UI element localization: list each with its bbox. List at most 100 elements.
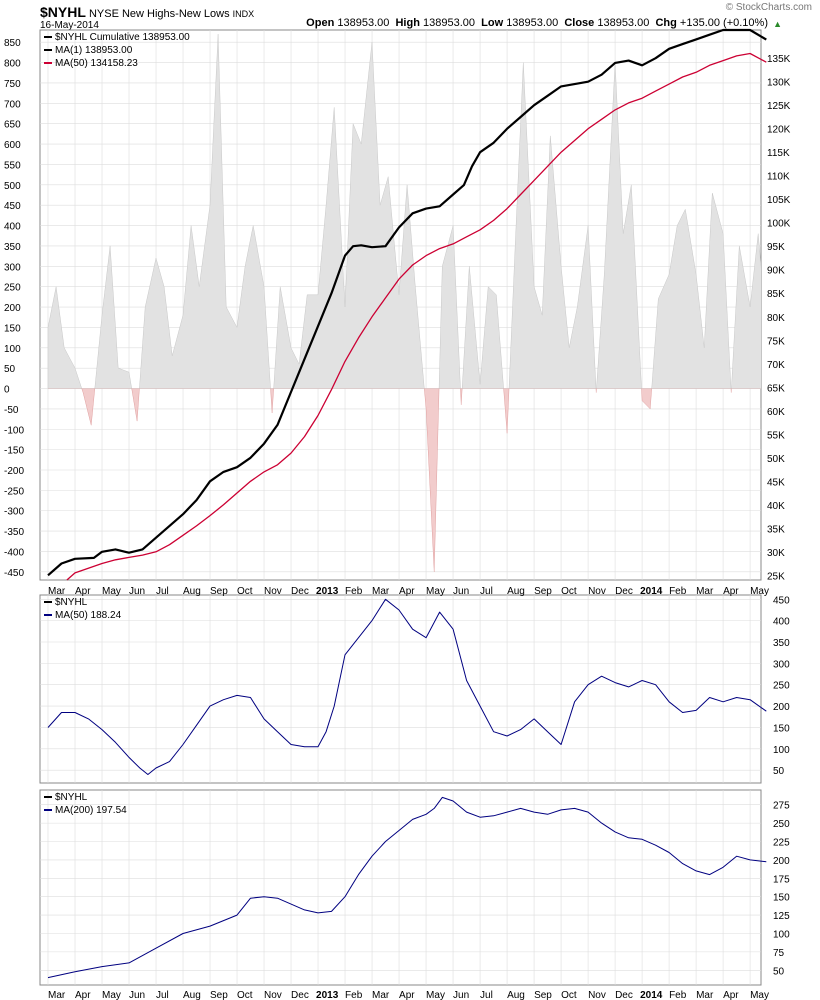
x-axis-tick-label: May	[750, 586, 769, 597]
ma50-blue-line	[47, 598, 767, 775]
x-axis-tick-label-bottom: 2014	[640, 990, 663, 1000]
middle-axis-tick-label: 150	[773, 723, 790, 734]
x-axis-tick-label: Dec	[291, 586, 309, 597]
right-axis-tick-label: 85K	[767, 289, 785, 300]
chart-date: 16-May-2014	[40, 20, 99, 31]
x-axis-tick-label: Feb	[669, 586, 687, 597]
x-axis-tick-label: Sep	[210, 586, 228, 597]
ticker-symbol: $NYHL	[40, 4, 86, 20]
x-axis-tick-label-bottom: May	[102, 990, 121, 1000]
right-axis-tick-label: 40K	[767, 501, 785, 512]
x-axis-tick-label-bottom: Sep	[534, 990, 552, 1000]
x-axis-tick-label: May	[102, 586, 121, 597]
low-label: Low	[481, 17, 504, 29]
x-axis-tick-label: 2013	[316, 586, 339, 597]
x-axis-tick-label-bottom: May	[750, 990, 769, 1000]
x-axis-tick-label: Jun	[453, 586, 469, 597]
bottom-axis-tick-label: 125	[773, 911, 790, 922]
right-axis-tick-label: 100K	[767, 219, 791, 230]
x-axis-tick-label-bottom: Jul	[156, 990, 169, 1000]
x-axis-tick-label: Jun	[129, 586, 145, 597]
middle-axis-tick-label: 50	[773, 766, 785, 777]
close-value: 138953.00	[597, 17, 650, 29]
x-axis-tick-label: Jul	[480, 586, 493, 597]
bottom-axis-tick-label: 150	[773, 893, 790, 904]
x-axis-tick-label-bottom: Apr	[75, 990, 91, 1000]
x-axis-tick-label-bottom: Feb	[345, 990, 363, 1000]
left-axis-tick-label: -150	[4, 446, 24, 457]
bottom-axis-tick-label: 225	[773, 838, 790, 849]
left-axis-tick-label: 850	[4, 38, 21, 49]
left-axis-tick-label: 800	[4, 59, 21, 70]
close-label: Close	[564, 17, 595, 29]
x-axis-tick-label-bottom: Dec	[615, 990, 633, 1000]
right-axis-tick-label: 45K	[767, 477, 785, 488]
x-axis-tick-label: Mar	[48, 586, 66, 597]
high-label: High	[395, 17, 420, 29]
left-axis-tick-label: 600	[4, 140, 21, 151]
left-axis-tick-label: 700	[4, 99, 21, 110]
right-axis-tick-label: 25K	[767, 571, 785, 582]
x-axis-tick-label: Sep	[534, 586, 552, 597]
left-axis-tick-label: 100	[4, 344, 21, 355]
right-axis-tick-label: 50K	[767, 454, 785, 465]
x-axis-tick-label: 2014	[640, 586, 663, 597]
legend-entry: $NYHL	[55, 792, 88, 803]
bottom-axis-tick-label: 175	[773, 874, 790, 885]
bottom-axis-tick-label: 250	[773, 819, 790, 830]
ma200-line	[47, 796, 767, 979]
x-axis-tick-label-bottom: 2013	[316, 990, 339, 1000]
right-axis-tick-label: 90K	[767, 266, 785, 277]
x-axis-tick-label-bottom: Sep	[210, 990, 228, 1000]
x-axis-tick-label: Nov	[588, 586, 606, 597]
high-value: 138953.00	[423, 17, 475, 29]
left-axis-tick-label: -250	[4, 486, 24, 497]
left-axis-tick-label: -450	[4, 568, 24, 579]
right-axis-tick-label: 95K	[767, 242, 785, 253]
legend-entry: MA(1) 138953.00	[55, 45, 133, 56]
x-axis-tick-label-bottom: Mar	[696, 990, 714, 1000]
x-axis-tick-label: Jul	[156, 586, 169, 597]
right-axis-tick-label: 70K	[767, 360, 785, 371]
x-axis-tick-label-bottom: Apr	[723, 990, 739, 1000]
left-axis-tick-label: 450	[4, 201, 21, 212]
right-axis-tick-label: 75K	[767, 336, 785, 347]
ticker-exchange: INDX	[232, 9, 255, 19]
bottom-axis-tick-label: 75	[773, 948, 785, 959]
watermark: © StockCharts.com	[725, 2, 812, 13]
right-axis-tick-label: 125K	[767, 101, 791, 112]
cumulative-line	[47, 28, 767, 577]
x-axis-tick-label-bottom: Nov	[588, 990, 606, 1000]
up-triangle-icon: ▲	[773, 19, 782, 29]
right-axis-tick-label: 110K	[767, 172, 790, 183]
nyhl-area-positive	[47, 34, 761, 389]
x-axis-tick-label: May	[426, 586, 445, 597]
x-axis-tick-label: Aug	[183, 586, 201, 597]
legend-entry: $NYHL	[55, 597, 88, 608]
x-axis-tick-label-bottom: Oct	[237, 990, 253, 1000]
left-axis-tick-label: 300	[4, 262, 21, 273]
change-label: Chg	[655, 17, 677, 29]
x-axis-tick-label: Apr	[75, 586, 91, 597]
x-axis-tick-label-bottom: Mar	[372, 990, 390, 1000]
change-value: +135.00 (+0.10%)	[679, 17, 768, 29]
middle-axis-tick-label: 450	[773, 595, 790, 606]
right-axis-tick-label: 115K	[767, 148, 790, 159]
x-axis-tick-label-bottom: Aug	[183, 990, 201, 1000]
legend-entry: MA(200) 197.54	[55, 805, 127, 816]
open-label: Open	[306, 17, 335, 29]
right-axis-tick-label: 105K	[767, 195, 791, 206]
bottom-axis-tick-label: 50	[773, 966, 785, 977]
bottom-axis-tick-label: 275	[773, 801, 790, 812]
left-axis-tick-label: 500	[4, 181, 21, 192]
low-value: 138953.00	[506, 17, 559, 29]
x-axis-tick-label-bottom: Apr	[399, 990, 415, 1000]
left-axis-tick-label: 50	[4, 364, 16, 375]
x-axis-tick-label-bottom: Nov	[264, 990, 282, 1000]
ohlc-readout: Open 138953.00 High 138953.00 Low 138953…	[306, 17, 768, 29]
left-axis-tick-label: -100	[4, 425, 24, 436]
right-axis-tick-label: 65K	[767, 383, 785, 394]
left-axis-tick-label: 350	[4, 242, 21, 253]
x-axis-tick-label: Oct	[561, 586, 577, 597]
